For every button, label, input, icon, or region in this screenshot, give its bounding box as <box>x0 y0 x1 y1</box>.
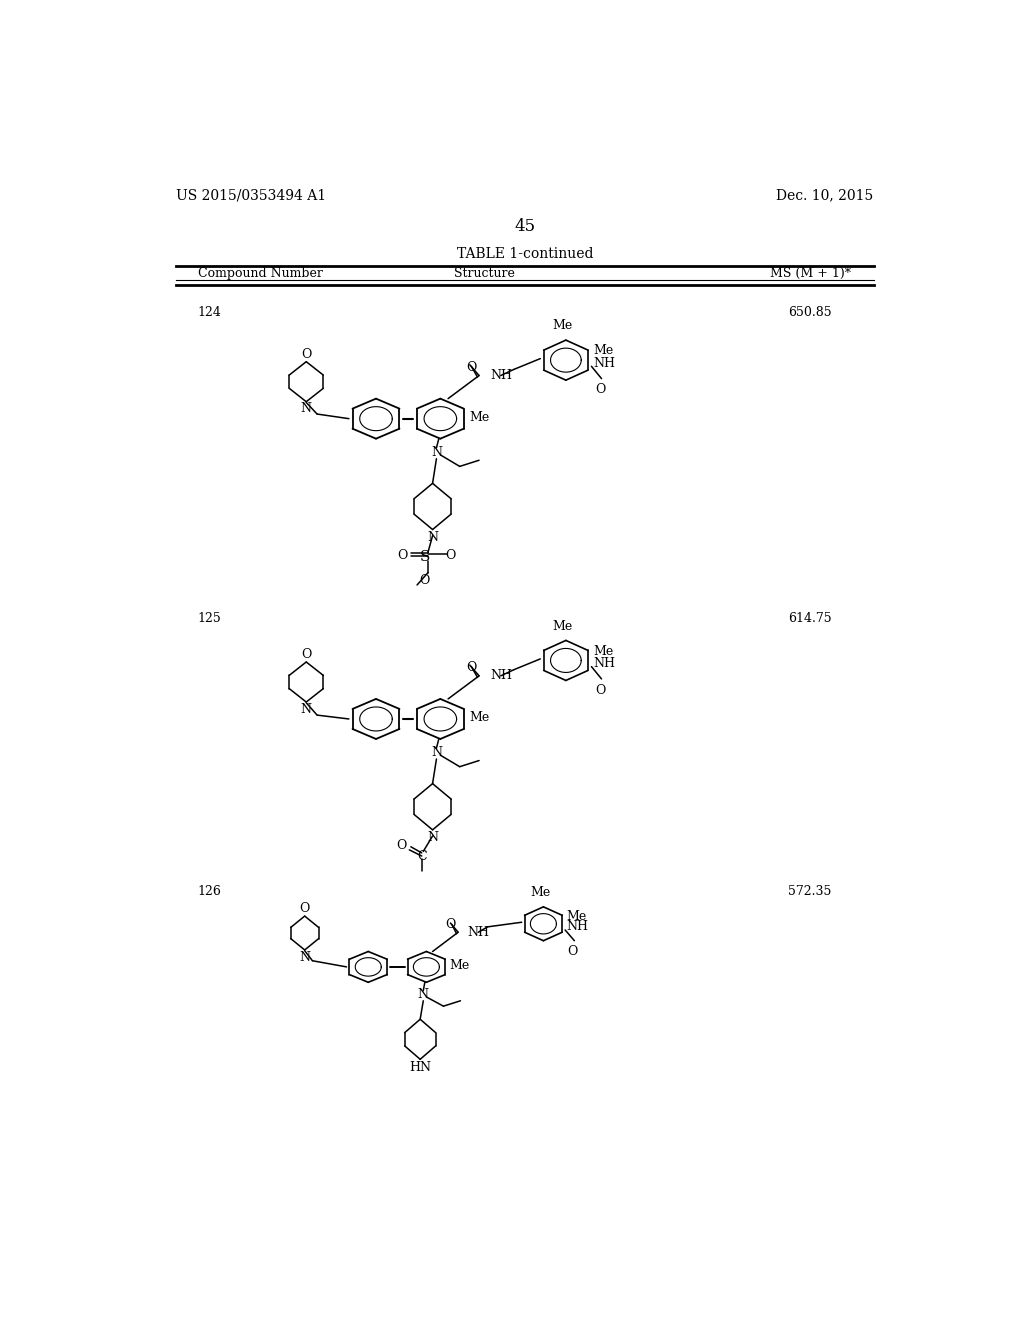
Text: O: O <box>595 684 605 697</box>
Text: US 2015/0353494 A1: US 2015/0353494 A1 <box>176 189 327 202</box>
Text: 126: 126 <box>198 884 221 898</box>
Text: O: O <box>567 945 578 958</box>
Text: NH: NH <box>593 356 615 370</box>
Text: O: O <box>397 549 408 562</box>
Text: MS (M + 1)*: MS (M + 1)* <box>769 267 851 280</box>
Text: Compound Number: Compound Number <box>198 267 323 280</box>
Text: N: N <box>427 832 438 845</box>
Text: S: S <box>420 550 430 564</box>
Text: O: O <box>445 917 456 931</box>
Text: NH: NH <box>467 925 489 939</box>
Text: 124: 124 <box>198 306 221 319</box>
Text: NH: NH <box>489 669 512 682</box>
Text: O: O <box>445 549 456 562</box>
Text: 650.85: 650.85 <box>788 306 831 319</box>
Text: N: N <box>301 403 311 416</box>
Text: NH: NH <box>593 657 615 671</box>
Text: O: O <box>420 574 430 587</box>
Text: Me: Me <box>469 411 489 424</box>
Text: N: N <box>418 989 429 1001</box>
Text: N: N <box>431 446 442 459</box>
Text: O: O <box>299 903 310 915</box>
Text: Me: Me <box>593 644 613 657</box>
Text: N: N <box>299 950 310 964</box>
Text: C: C <box>417 850 427 862</box>
Text: Me: Me <box>530 886 551 899</box>
Text: 125: 125 <box>198 612 221 626</box>
Text: Me: Me <box>469 711 489 723</box>
Text: Structure: Structure <box>454 267 515 280</box>
Text: O: O <box>466 661 477 675</box>
Text: O: O <box>301 348 311 360</box>
Text: N: N <box>301 702 311 715</box>
Text: 45: 45 <box>514 218 536 235</box>
Text: HN: HN <box>410 1061 431 1074</box>
Text: Me: Me <box>566 909 587 923</box>
Text: O: O <box>466 360 477 374</box>
Text: Dec. 10, 2015: Dec. 10, 2015 <box>776 189 873 202</box>
Text: NH: NH <box>489 370 512 381</box>
Text: NH: NH <box>566 920 589 933</box>
Text: O: O <box>301 648 311 661</box>
Text: Me: Me <box>593 345 613 358</box>
Text: O: O <box>595 383 605 396</box>
Text: N: N <box>431 746 442 759</box>
Text: N: N <box>427 531 438 544</box>
Text: Me: Me <box>552 619 572 632</box>
Text: 572.35: 572.35 <box>788 884 831 898</box>
Text: Me: Me <box>552 319 572 333</box>
Text: TABLE 1-continued: TABLE 1-continued <box>457 247 593 261</box>
Text: Me: Me <box>450 958 470 972</box>
Text: O: O <box>396 838 407 851</box>
Text: 614.75: 614.75 <box>788 612 831 626</box>
